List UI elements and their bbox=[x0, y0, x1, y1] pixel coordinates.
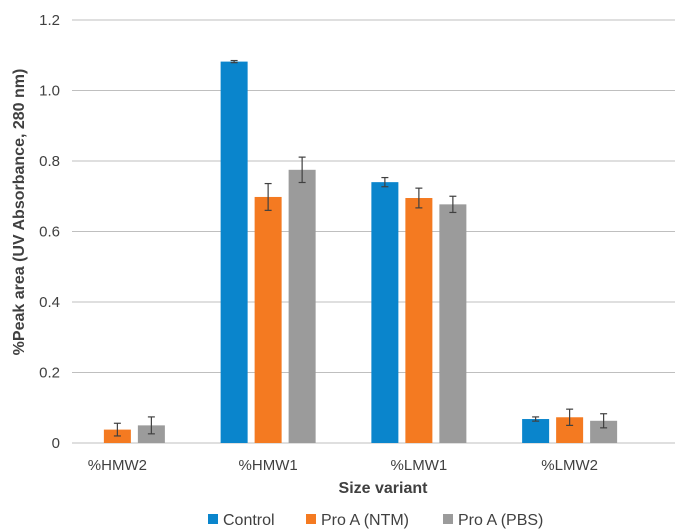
bar-control-hmw1 bbox=[220, 61, 248, 443]
y-tick-label: 0.4 bbox=[39, 294, 60, 311]
bar-pro-a-pbs--hmw1 bbox=[288, 169, 316, 443]
y-tick-label: 1.0 bbox=[39, 83, 60, 100]
y-axis-title: %Peak area (UV Absorbance, 280 nm) bbox=[11, 69, 28, 356]
legend: Control Pro A (NTM) Pro A (PBS) bbox=[208, 512, 543, 529]
y-tick-label: 0.2 bbox=[39, 365, 60, 382]
legend-label: Pro A (PBS) bbox=[458, 512, 543, 529]
bar-control-lmw1 bbox=[371, 182, 399, 443]
error-bars bbox=[113, 59, 608, 437]
y-tick-label: 0.6 bbox=[39, 224, 60, 241]
legend-swatch bbox=[306, 514, 316, 524]
legend-label: Control bbox=[223, 512, 275, 529]
x-tick-label: %LMW1 bbox=[391, 457, 448, 474]
bars bbox=[103, 61, 618, 443]
x-axis-ticks: %HMW2 %HMW1 %LMW1 %LMW2 bbox=[88, 457, 598, 474]
y-tick-label: 0 bbox=[52, 435, 60, 452]
bar-control-lmw2 bbox=[522, 419, 550, 443]
x-axis-title: Size variant bbox=[339, 480, 429, 497]
y-tick-label: 0.8 bbox=[39, 153, 60, 170]
x-tick-label: %HMW1 bbox=[239, 457, 298, 474]
bar-pro-a-pbs--lmw1 bbox=[439, 204, 467, 443]
legend-swatch bbox=[443, 514, 453, 524]
y-axis-ticks: 0 0.2 0.4 0.6 0.8 1.0 1.2 bbox=[39, 12, 60, 452]
bar-pro-a-pbs--lmw2 bbox=[590, 420, 618, 443]
x-tick-label: %LMW2 bbox=[541, 457, 598, 474]
x-tick-label: %HMW2 bbox=[88, 457, 147, 474]
bar-pro-a-ntm--lmw1 bbox=[405, 198, 433, 443]
legend-swatch bbox=[208, 514, 218, 524]
bar-pro-a-ntm--hmw1 bbox=[254, 196, 282, 443]
y-tick-label: 1.2 bbox=[39, 12, 60, 29]
legend-label: Pro A (NTM) bbox=[321, 512, 409, 529]
